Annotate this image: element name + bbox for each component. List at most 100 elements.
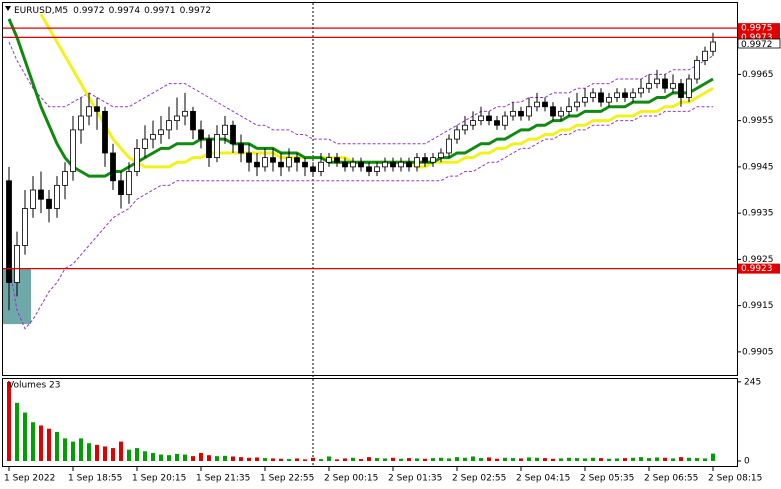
- volume-bar: [119, 441, 123, 461]
- x-tick-label: 2 Sep 05:35: [580, 474, 634, 484]
- candle-body: [270, 157, 276, 163]
- volume-bar: [447, 458, 451, 461]
- candle-body: [326, 157, 332, 163]
- candle-body: [446, 138, 452, 154]
- volume-bar: [263, 458, 267, 461]
- level-label: 0.9975: [741, 24, 773, 34]
- candle-body: [358, 161, 364, 168]
- volume-bar: [679, 457, 683, 461]
- volume-bar: [407, 458, 411, 461]
- candle-body: [102, 110, 108, 154]
- volume-bar: [255, 457, 259, 461]
- candle-body: [494, 120, 500, 126]
- candle-body: [606, 97, 612, 103]
- x-tick-label: 2 Sep 01:35: [388, 474, 442, 484]
- volume-bar: [111, 448, 115, 461]
- candle-body: [438, 152, 444, 159]
- volume-bar: [415, 458, 419, 461]
- candle-body: [214, 134, 220, 159]
- candle-body: [694, 60, 700, 80]
- candle-body: [222, 124, 228, 135]
- level-label-bg: [738, 263, 780, 274]
- candle-body: [686, 78, 692, 98]
- candle-body: [110, 152, 116, 182]
- candle-body: [278, 161, 284, 168]
- candle-body: [374, 166, 380, 172]
- candle-body: [262, 157, 268, 168]
- candle-body: [246, 152, 252, 163]
- last-price-label: 0.9972: [741, 40, 773, 50]
- candle-body: [406, 161, 412, 168]
- candle-body: [302, 161, 308, 168]
- candle-body: [230, 124, 236, 145]
- x-tick-label: 1 Sep 21:35: [196, 474, 250, 484]
- envelope-line: [8, 106, 713, 330]
- candle-body: [334, 157, 340, 163]
- candle-body: [206, 138, 212, 159]
- candle-body: [462, 124, 468, 131]
- candle-body: [190, 110, 196, 131]
- ohlc-close: 0.9972: [180, 6, 212, 16]
- volume-bar: [311, 457, 315, 461]
- candle-body: [70, 129, 76, 172]
- candle-body: [502, 115, 508, 126]
- volume-bar: [103, 446, 107, 461]
- level-layer: [3, 27, 737, 270]
- volume-bar: [303, 459, 307, 461]
- volume-bar: [479, 458, 483, 461]
- x-tick-label: 2 Sep 00:15: [324, 474, 378, 484]
- volume-bar: [87, 443, 91, 461]
- y-tick-label: 0.9965: [742, 70, 774, 80]
- candle-body: [430, 157, 436, 163]
- volume-bar: [191, 456, 195, 461]
- volume-bar: [175, 453, 179, 461]
- volume-bar: [455, 457, 459, 461]
- volume-pane: [2, 378, 738, 467]
- ohlc-high: 0.9974: [109, 6, 141, 16]
- candle-body: [678, 83, 684, 98]
- candle-body: [166, 120, 172, 131]
- volume-bar: [327, 456, 331, 461]
- volume-bar: [639, 457, 643, 461]
- volume-bar: [559, 458, 563, 461]
- volume-bar: [47, 428, 51, 461]
- volume-bar: [607, 458, 611, 461]
- volume-bar: [503, 457, 507, 461]
- symbol: EURUSD,M5: [14, 6, 68, 16]
- y-tick-label: 0.9945: [742, 162, 774, 172]
- volume-bar: [71, 441, 75, 461]
- level-label-bg: [738, 23, 780, 34]
- candle-body: [14, 245, 20, 283]
- volume-bar: [687, 457, 691, 461]
- volume-bar: [135, 448, 139, 461]
- x-tick-label: 1 Sep 22:55: [260, 474, 314, 484]
- volume-bar: [471, 456, 475, 461]
- volume-bar: [343, 458, 347, 461]
- last-price-bg: [737, 38, 781, 49]
- candle-body: [574, 101, 580, 108]
- volume-bar: [23, 412, 27, 461]
- volume-bar: [647, 458, 651, 461]
- volume-bar: [535, 457, 539, 461]
- volume-bar: [55, 431, 59, 461]
- axis-layer: 0.99750.99650.99550.99450.99350.99250.99…: [4, 23, 781, 484]
- y-tick-label: 0.9925: [742, 255, 774, 265]
- level-label-bg: [738, 32, 780, 43]
- candle-body: [534, 101, 540, 108]
- volume-title: Volumes 23: [8, 381, 60, 391]
- volume-bar: [151, 452, 155, 461]
- volume-tick-label: 0: [744, 457, 750, 467]
- volume-bar: [167, 455, 171, 461]
- volume-bar: [143, 451, 147, 461]
- candle-body: [54, 184, 60, 209]
- candle-body: [638, 87, 644, 94]
- volume-bar: [463, 457, 467, 461]
- candle-body: [510, 110, 516, 117]
- volume-bar: [591, 457, 595, 461]
- symbol-icon: [5, 6, 11, 11]
- candle-body: [654, 78, 660, 85]
- candle-body: [238, 143, 244, 154]
- volume-bar: [231, 456, 235, 461]
- candle-body: [350, 161, 356, 168]
- volume-bar: [663, 457, 667, 461]
